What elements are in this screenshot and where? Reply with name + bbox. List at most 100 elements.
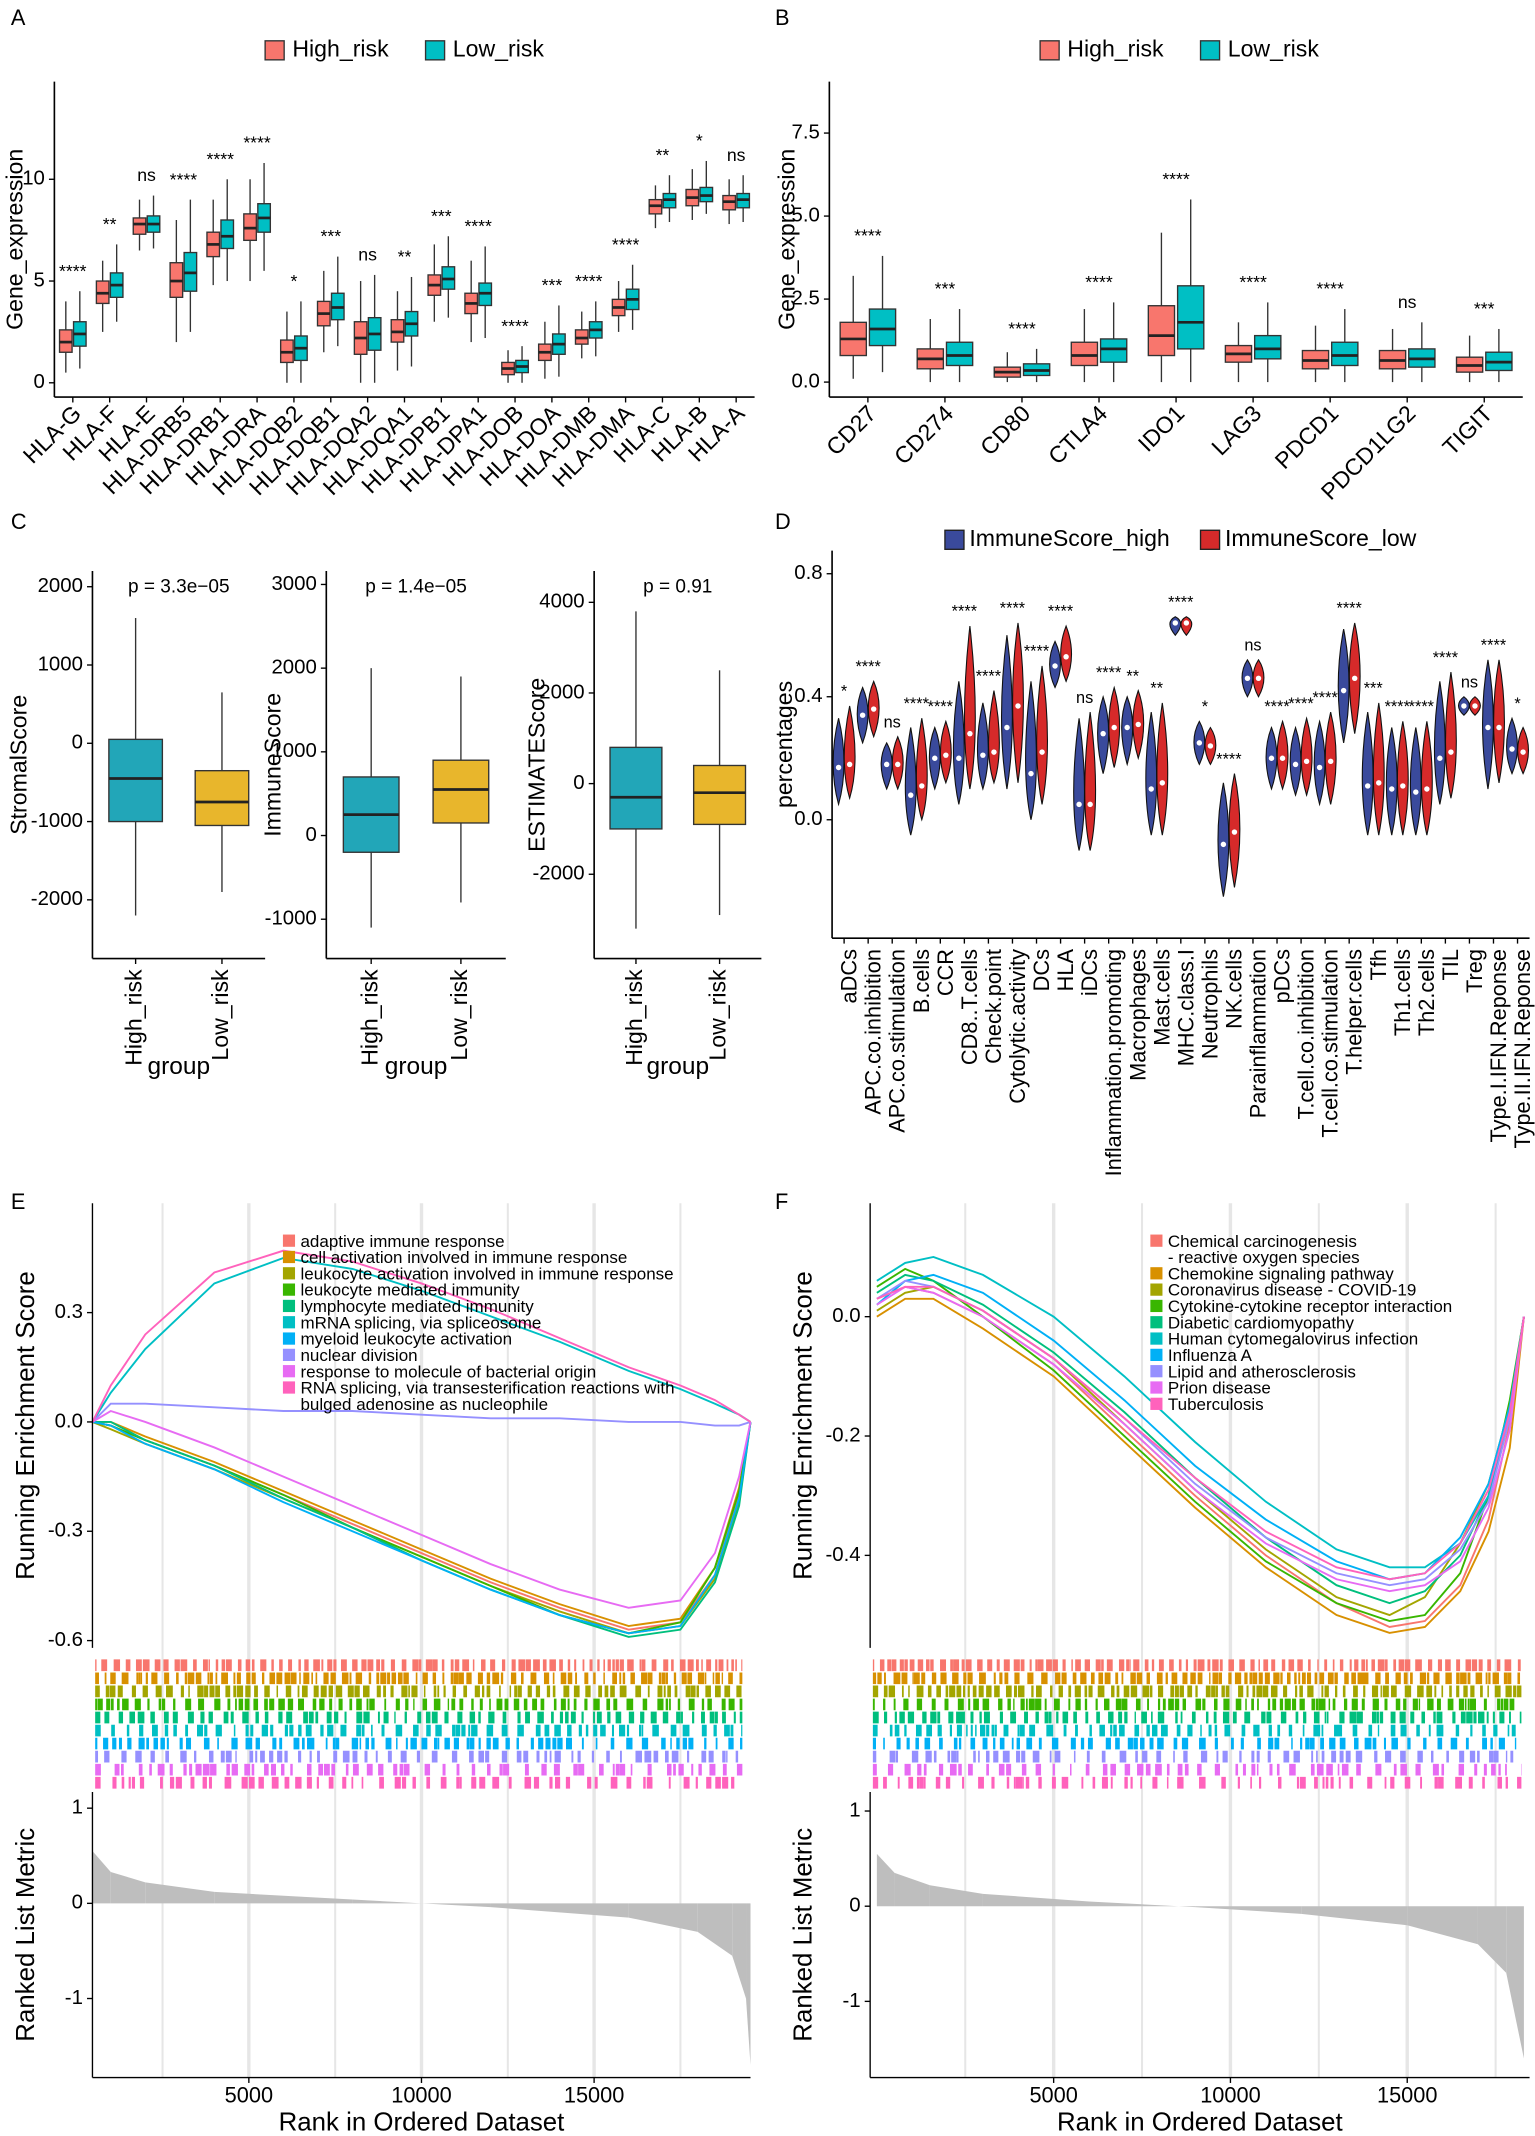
violin	[1217, 782, 1230, 897]
significance: ***	[935, 279, 956, 299]
y-tick-label: 2000	[539, 681, 584, 703]
x-axis-label: group	[385, 1053, 448, 1080]
significance: ****	[1024, 643, 1050, 661]
y-tick-label: 0.4	[794, 685, 822, 707]
median-dot	[1496, 724, 1502, 731]
enrichment-line	[876, 1285, 1525, 1593]
legend-label: Low_risk	[1228, 35, 1320, 61]
violin	[1084, 712, 1097, 851]
box	[1176, 285, 1205, 350]
violin	[1156, 702, 1169, 836]
significance: ns	[1461, 673, 1478, 691]
y-tick-label: 1	[849, 1799, 860, 1821]
legend-label: Diabetic cardiomyopathy	[1167, 1313, 1355, 1333]
x-tick-label: IDO1	[1133, 400, 1190, 457]
x-tick-label: Type.I.IFN.Reponse	[1486, 949, 1511, 1142]
legend-label: High_risk	[1067, 35, 1164, 61]
x-tick-label: Neutrophils	[1197, 949, 1222, 1059]
median-dot	[1279, 755, 1286, 761]
legend-swatch	[1150, 1365, 1163, 1378]
violin	[1372, 702, 1385, 836]
x-tick-label: HLA	[1053, 949, 1078, 992]
median-dot	[991, 749, 997, 755]
y-tick-label: 0.0	[792, 370, 820, 392]
legend-label: cell activation involved in immune respo…	[300, 1248, 628, 1268]
y-axis-label: Gene_expression	[774, 149, 800, 330]
x-axis-label: Rank in Ordered Dataset	[1057, 2109, 1343, 2136]
y-tick-label: -1000	[265, 908, 317, 930]
legend-label: Coronavirus disease - COVID-19	[1167, 1280, 1417, 1300]
y-axis-label: ImmuneScore	[260, 693, 286, 837]
box	[1331, 341, 1359, 367]
median-dot	[1461, 703, 1467, 709]
significance: *	[290, 271, 297, 291]
x-tick-label: CD80	[975, 400, 1035, 460]
box	[1099, 338, 1128, 363]
y-axis-label: percentages	[771, 681, 797, 808]
metric-area	[1477, 1906, 1507, 1973]
median-dot	[1255, 675, 1262, 682]
significance: ****	[575, 271, 603, 291]
legend-swatch	[282, 1299, 296, 1313]
median-dot	[1316, 764, 1323, 771]
x-tick-label: CTLA4	[1043, 400, 1112, 469]
significance: ****	[59, 261, 87, 281]
median-dot	[1159, 780, 1166, 786]
box	[108, 738, 164, 823]
significance: ****	[1264, 698, 1290, 716]
median-dot	[932, 755, 938, 761]
significance: ****	[464, 216, 492, 236]
metric-area	[746, 1903, 751, 2066]
median-dot	[1520, 749, 1526, 755]
y-tick-label: -1000	[31, 810, 83, 832]
enrichment-line	[92, 1421, 752, 1635]
y-tick-label: -0.3	[48, 1520, 83, 1542]
enrichment-line	[91, 1409, 752, 1609]
significance: ****	[928, 698, 954, 716]
y-tick-label: -1	[843, 1990, 861, 2012]
x-tick-label: Macrophages	[1125, 949, 1150, 1081]
median-dot	[1004, 724, 1010, 731]
violin	[952, 681, 965, 805]
legend-label: High_risk	[292, 35, 389, 61]
enrichment-line	[876, 1297, 1525, 1634]
median-dot	[967, 730, 973, 737]
significance: ***	[320, 226, 341, 246]
metric-area	[214, 1891, 353, 1904]
violin	[1324, 711, 1337, 805]
legend-swatch	[1199, 40, 1221, 61]
x-axis-label: Rank in Ordered Dataset	[279, 2109, 565, 2136]
legend-label: ImmuneScore_high	[969, 525, 1169, 551]
median-dot	[1292, 761, 1299, 768]
legend-item: Coronavirus disease - COVID-19	[1150, 1280, 1535, 1300]
legend-swatch	[1150, 1381, 1163, 1394]
p-value: p = 3.3e−05	[128, 576, 230, 597]
legend-label: Cytokine-cytokine receptor interaction	[1167, 1297, 1453, 1317]
legend-label: response to molecule of bacterial origin	[300, 1362, 597, 1382]
legend-label: lymphocyte mediated immunity	[300, 1297, 534, 1317]
significance: ****	[1000, 600, 1026, 618]
violin	[1420, 721, 1433, 836]
box	[945, 341, 974, 367]
metric-area	[628, 1903, 698, 1932]
median-dot	[1076, 801, 1082, 808]
median-dot	[1183, 620, 1190, 626]
median-dot	[895, 761, 901, 768]
panel-letter: E	[11, 1189, 26, 1214]
y-tick-label: 5.0	[792, 204, 820, 226]
significance: *	[1202, 698, 1209, 716]
significance: ****	[854, 226, 882, 246]
median-dot	[1268, 755, 1275, 761]
significance: ****	[243, 133, 271, 153]
legend-label: adaptive immune response	[300, 1233, 505, 1251]
legend-label: leukocyte activation involved in immune …	[300, 1264, 674, 1284]
legend-label: Human cytomegalovirus infection	[1167, 1329, 1419, 1349]
legend-swatch	[282, 1348, 296, 1361]
legend-swatch	[282, 1234, 296, 1247]
legend-label: Chemical carcinogenesis - reactive oxyge…	[1167, 1233, 1360, 1268]
median-dot	[1231, 829, 1238, 835]
legend-swatch	[264, 40, 285, 61]
violin	[1036, 665, 1049, 805]
x-tick-label: PDCD1	[1270, 400, 1344, 474]
violin	[843, 705, 856, 801]
